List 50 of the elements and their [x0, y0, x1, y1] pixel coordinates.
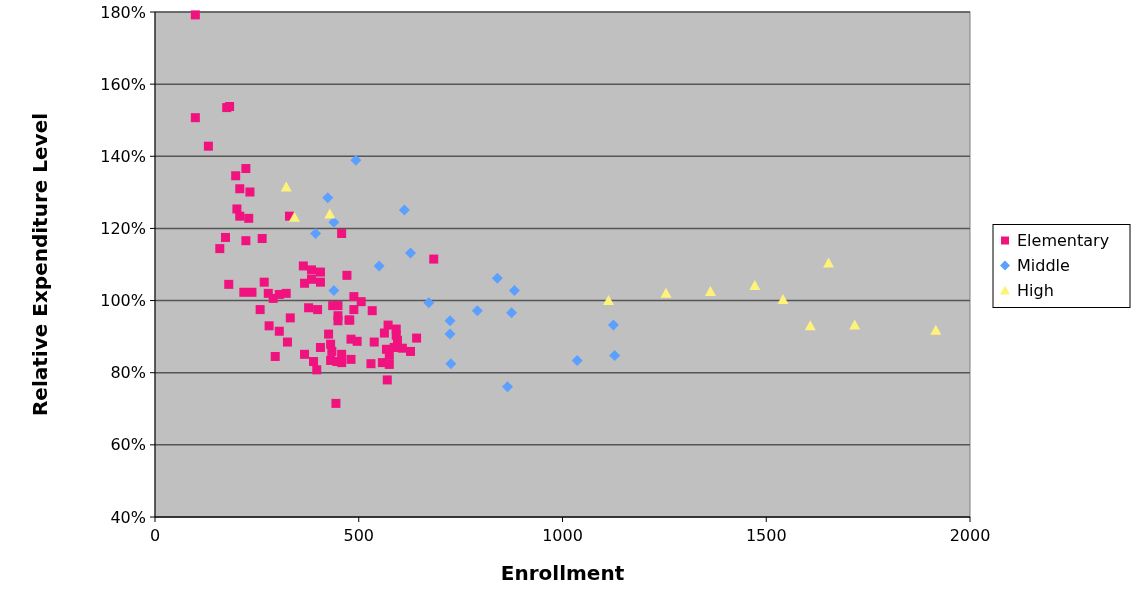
point: [280, 181, 292, 192]
point: [398, 204, 410, 216]
x-tick-label: 0: [149, 526, 161, 545]
point: [930, 324, 942, 335]
point: [609, 349, 621, 361]
point: [501, 381, 513, 393]
point: [350, 154, 362, 166]
point: [373, 260, 385, 272]
y-tick-label: 140%: [100, 146, 146, 166]
x-axis-title: Enrollment: [500, 561, 625, 585]
point: [571, 354, 583, 366]
point: [322, 192, 334, 204]
point: [324, 208, 336, 219]
point: [508, 284, 520, 296]
point: [849, 319, 861, 330]
point: [471, 305, 483, 317]
point: [804, 320, 816, 331]
point: [704, 286, 716, 297]
x-tick-label: 1500: [745, 526, 787, 545]
point: [444, 315, 456, 327]
y-tick-label: 160%: [100, 74, 146, 94]
point: [445, 358, 457, 370]
point: [405, 247, 416, 259]
point: [823, 257, 835, 268]
y-axis-title: Relative Expenditure Level: [28, 112, 52, 417]
point: [444, 328, 456, 340]
point: [491, 272, 503, 284]
point: [288, 211, 300, 222]
point: [506, 307, 518, 319]
y-tick-label: 80%: [110, 363, 146, 383]
point: [328, 216, 340, 228]
point: [749, 279, 761, 290]
y-tick-label: 100%: [100, 291, 146, 311]
x-tick-label: 1000: [542, 526, 583, 545]
y-tick-label: 60%: [110, 435, 146, 455]
x-tick-label: 500: [343, 526, 375, 545]
legend-label: High: [1017, 281, 1054, 301]
point: [777, 293, 789, 304]
point: [328, 284, 340, 296]
x-tick-label: 2000: [949, 526, 991, 545]
legend-label: Middle: [1017, 256, 1070, 276]
point: [423, 297, 435, 309]
y-tick-label: 40%: [110, 507, 146, 527]
point: [310, 227, 322, 239]
legend-label: Elementary: [1017, 231, 1110, 251]
point: [607, 319, 619, 331]
point: [603, 295, 615, 306]
point: [660, 287, 672, 298]
y-tick-label: 180%: [100, 2, 146, 22]
y-tick-label: 120%: [100, 219, 146, 239]
